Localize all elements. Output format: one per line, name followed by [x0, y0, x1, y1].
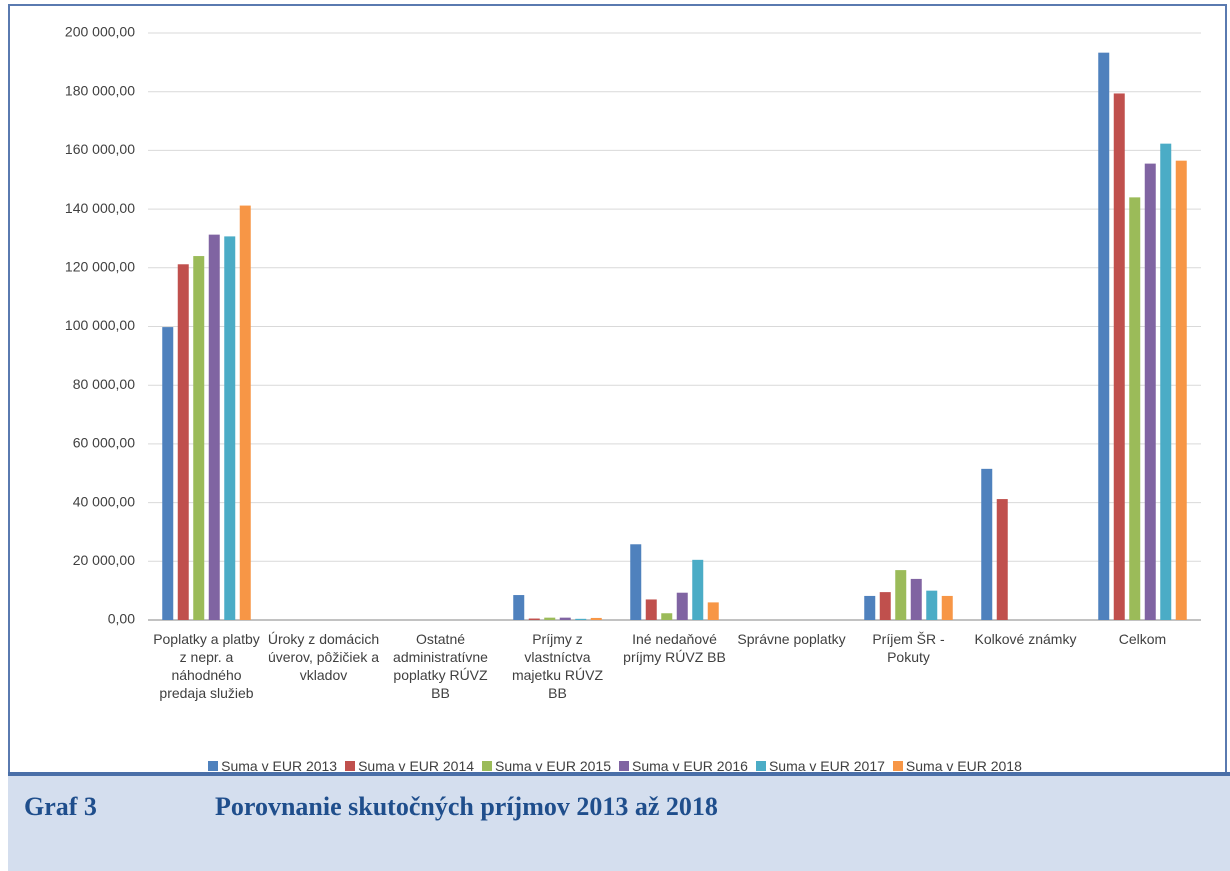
- y-tick-label: 40 000,00: [73, 493, 135, 509]
- caption-title: Porovnanie skutočných príjmov 2013 až 20…: [215, 792, 718, 821]
- bar: [208, 234, 220, 620]
- bar: [676, 592, 688, 620]
- x-tick-label: Poplatky a platby z nepr. a náhodného pr…: [153, 631, 260, 701]
- bar: [590, 617, 602, 620]
- y-tick-label: 180 000,00: [65, 82, 135, 98]
- y-tick-label: 200 000,00: [65, 24, 135, 40]
- legend-label: Suma v EUR 2016: [632, 758, 748, 774]
- bar: [224, 236, 236, 620]
- y-tick-label: 80 000,00: [73, 376, 135, 392]
- bar: [239, 205, 251, 620]
- bar: [544, 617, 556, 620]
- bar: [1144, 163, 1156, 621]
- legend-item: Suma v EUR 2013: [208, 758, 337, 774]
- legend-label: Suma v EUR 2018: [905, 758, 1022, 774]
- bar: [162, 327, 174, 620]
- legend-item: Suma v EUR 2014: [345, 758, 474, 774]
- x-tick-label: Príjem ŠR - Pokuty: [872, 631, 945, 665]
- legend: Suma v EUR 2013 Suma v EUR 2014 Suma v EUR…: [0, 758, 1230, 774]
- x-tick-label: Celkom: [1118, 631, 1167, 647]
- bar: [981, 468, 993, 620]
- legend-swatch: [345, 761, 356, 771]
- bar: [513, 595, 525, 620]
- legend-label: Suma v EUR 2015: [495, 758, 611, 774]
- bar: [910, 578, 922, 620]
- legend-swatch: [755, 761, 766, 771]
- bar: [575, 618, 587, 620]
- bar: [645, 599, 657, 620]
- bar: [1129, 197, 1141, 621]
- legend-item: Suma v EUR 2018: [892, 758, 1022, 774]
- x-tick-label: Správne poplatky: [737, 631, 846, 647]
- y-tick-label: 100 000,00: [65, 317, 135, 333]
- legend-swatch: [482, 761, 493, 771]
- y-tick-label: 0,00: [108, 611, 135, 627]
- bar: [707, 602, 719, 620]
- bar: [559, 617, 571, 620]
- bar: [1175, 160, 1187, 621]
- bar: [1160, 143, 1172, 620]
- bar: [926, 590, 938, 620]
- y-tick-label: 120 000,00: [65, 259, 135, 275]
- legend-item: Suma v EUR 2017: [755, 758, 885, 774]
- y-tick-label: 140 000,00: [65, 200, 135, 216]
- legend-swatch: [208, 761, 219, 771]
- bar: [996, 499, 1008, 620]
- y-tick-label: 20 000,00: [73, 552, 135, 568]
- bar: [879, 592, 891, 620]
- legend-item: Suma v EUR 2015: [482, 758, 611, 774]
- bar: [177, 264, 189, 620]
- x-tick-label: Kolkové známky: [974, 631, 1077, 647]
- y-tick-label: 60 000,00: [73, 435, 135, 451]
- bar: [1113, 93, 1125, 620]
- legend-label: Suma v EUR 2014: [358, 758, 475, 774]
- bar: [1098, 52, 1110, 621]
- caption-label: Graf 3: [24, 792, 97, 821]
- x-tick-label: Úroky z domácich úverov, pôžičiek a vkla…: [267, 631, 380, 683]
- bar: [941, 595, 953, 620]
- legend-label: Suma v EUR 2017: [768, 758, 885, 774]
- bar: [895, 570, 907, 620]
- legend-swatch: [892, 761, 903, 771]
- caption: Graf 3 Porovnanie skutočných príjmov 201…: [8, 772, 1230, 871]
- bar: [630, 544, 642, 620]
- x-tick-label: Ostatné administratívne poplatky RÚVZ BB: [393, 631, 488, 701]
- bar: [528, 618, 540, 620]
- legend-item: Suma v EUR 2016: [619, 758, 748, 774]
- x-tick-label: Príjmy z vlastníctva majetku RÚVZ BB: [511, 631, 604, 701]
- x-tick-label: Iné nedaňové príjmy RÚVZ BB: [623, 631, 726, 665]
- bar: [692, 559, 704, 620]
- y-tick-label: 160 000,00: [65, 141, 135, 157]
- bar: [193, 256, 205, 620]
- bar: [864, 595, 876, 620]
- legend-swatch: [619, 761, 629, 771]
- legend-label: Suma v EUR 2013: [221, 758, 338, 774]
- bar: [661, 613, 673, 620]
